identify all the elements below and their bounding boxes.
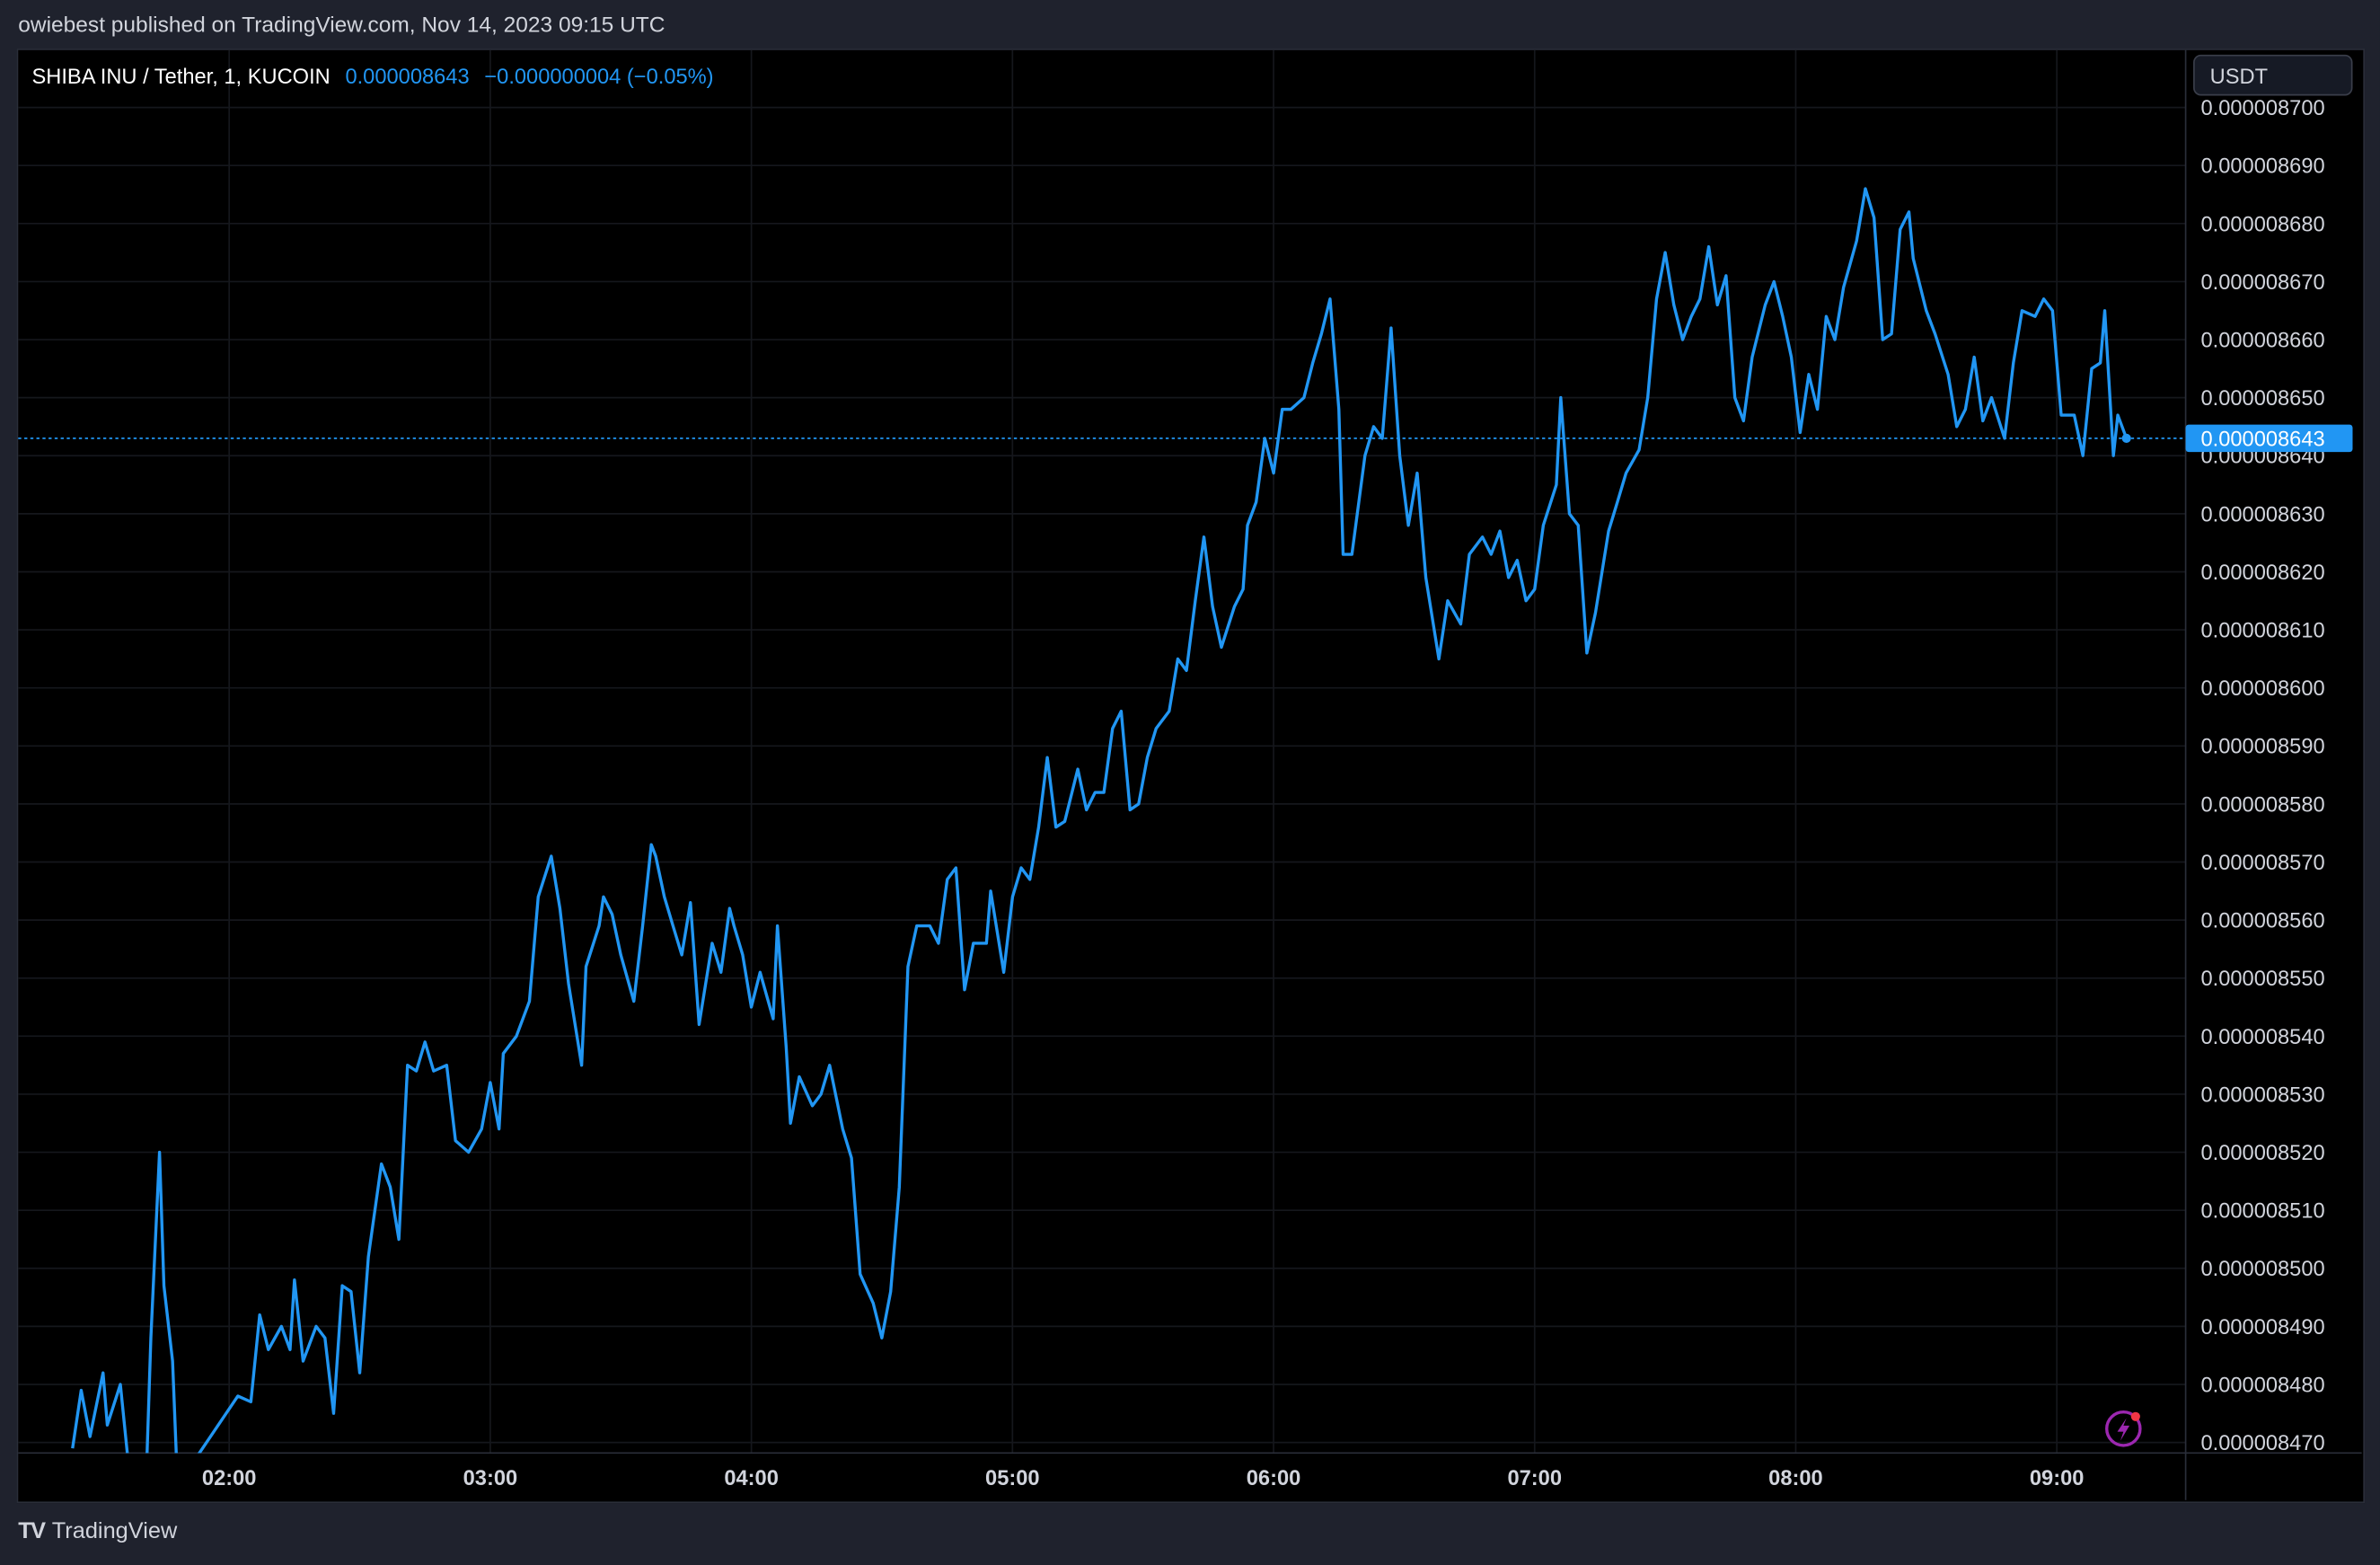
time-tick-label: 03:00 <box>463 1467 518 1490</box>
last-price-label: 0.000008643 <box>2200 428 2324 451</box>
price-tick-label: 0.000008630 <box>2200 503 2324 526</box>
price-tick-label: 0.000008480 <box>2200 1374 2324 1397</box>
chart-frame <box>16 49 2366 1504</box>
currency-button[interactable]: USDT <box>2193 54 2353 96</box>
last-price-dot <box>2121 433 2131 443</box>
time-tick-label: 04:00 <box>724 1467 779 1490</box>
price-tick-label: 0.000008550 <box>2200 968 2324 991</box>
price-change: −0.000000004 (−0.05%) <box>484 63 714 89</box>
price-tick-label: 0.000008680 <box>2200 213 2324 236</box>
price-tick-label: 0.000008700 <box>2200 97 2324 120</box>
price-tick-label: 0.000008490 <box>2200 1316 2324 1340</box>
price-tick-label: 0.000008560 <box>2200 910 2324 933</box>
footer: TV TradingView <box>18 1518 177 1544</box>
published-caption: owiebest published on TradingView.com, N… <box>18 13 666 39</box>
price-axis: 0.000008700 0.000008690 0.000008680 0.00000… <box>2200 97 2324 1455</box>
time-tick-label: 02:00 <box>202 1467 257 1490</box>
symbol-legend: SHIBA INU / Tether, 1, KUCOIN 0.00000864… <box>31 64 713 88</box>
time-tick-label: 08:00 <box>1768 1467 1823 1490</box>
price-tick-label: 0.000008540 <box>2200 1026 2324 1049</box>
price-tick-label: 0.000008600 <box>2200 677 2324 701</box>
price-tick-label: 0.000008590 <box>2200 736 2324 759</box>
price-tick-label: 0.000008500 <box>2200 1258 2324 1281</box>
tradingview-logo-icon: TV <box>18 1518 46 1544</box>
price-tick-label: 0.000008470 <box>2200 1432 2324 1455</box>
price-tick-label: 0.000008660 <box>2200 329 2324 352</box>
lightning-alert-icon[interactable] <box>2105 1410 2142 1447</box>
price-tick-label: 0.000008650 <box>2200 387 2324 411</box>
price-tick-label: 0.000008670 <box>2200 271 2324 295</box>
time-tick-label: 07:00 <box>1507 1467 1562 1490</box>
grid-lines <box>18 49 2186 1454</box>
price-series-line <box>71 187 2129 1454</box>
price-tick-label: 0.000008610 <box>2200 620 2324 643</box>
symbol-title[interactable]: SHIBA INU / Tether, 1, KUCOIN <box>31 63 331 89</box>
time-tick-label: 09:00 <box>2030 1467 2085 1490</box>
time-tick-label: 06:00 <box>1247 1467 1301 1490</box>
price-tick-label: 0.000008570 <box>2200 852 2324 875</box>
price-tick-label: 0.000008520 <box>2200 1142 2324 1165</box>
price-tick-label: 0.000008510 <box>2200 1200 2324 1224</box>
time-axis: 02:00 03:00 04:00 05:00 06:00 07:00 08:00 09:00 <box>202 1467 2084 1490</box>
last-price-badge: 0.000008643 <box>2185 424 2353 453</box>
price-tick-label: 0.000008620 <box>2200 561 2324 585</box>
time-tick-label: 05:00 <box>985 1467 1040 1490</box>
brand-name[interactable]: TradingView <box>51 1518 178 1544</box>
price-tick-label: 0.000008690 <box>2200 155 2324 179</box>
last-price: 0.000008643 <box>345 63 470 89</box>
price-tick-label: 0.000008580 <box>2200 793 2324 817</box>
price-tick-label: 0.000008530 <box>2200 1083 2324 1107</box>
